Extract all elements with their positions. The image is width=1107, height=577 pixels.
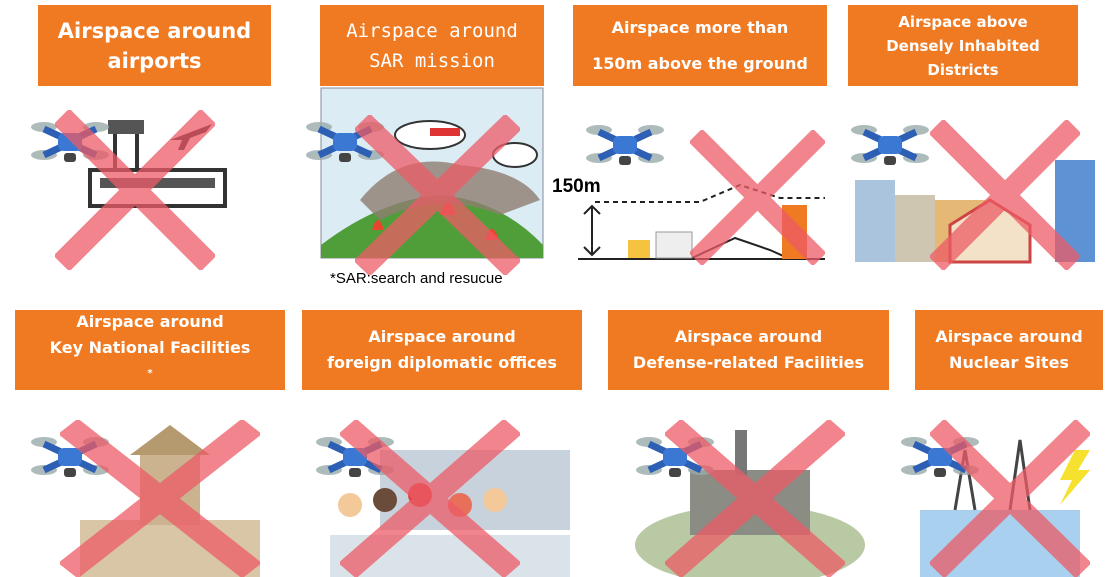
header-line: Airspace above xyxy=(898,10,1027,34)
header-line: Airspace around xyxy=(58,16,251,46)
drone xyxy=(586,125,664,165)
header-line: Airspace around xyxy=(76,309,223,335)
header-line: Densely Inhabited xyxy=(886,34,1040,58)
header-line: Airspace around xyxy=(346,16,518,46)
note-mark: * xyxy=(147,368,152,379)
illustrations xyxy=(0,0,1107,577)
height-label: 150m xyxy=(552,176,601,198)
drone xyxy=(851,125,929,165)
sar-illustration xyxy=(321,88,543,258)
header-line: Districts xyxy=(927,58,998,82)
header-line: Nuclear Sites xyxy=(949,350,1069,376)
header-line: SAR mission xyxy=(369,46,495,76)
sar-note: *SAR:search and resucue xyxy=(330,270,503,287)
header-line: Airspace around xyxy=(675,324,822,350)
header-line: Defense-related Facilities xyxy=(633,350,864,376)
page: {"panels":[ {"lines":["Airspace around",… xyxy=(0,0,1107,577)
header-line: Airspace around xyxy=(935,324,1082,350)
header-line: Airspace around xyxy=(368,324,515,350)
header-line: airports xyxy=(107,46,201,76)
header-line: Key National Facilities xyxy=(50,335,251,361)
header-line: 150m above the ground xyxy=(592,46,808,82)
header-line: Airspace more than xyxy=(612,10,789,46)
header-line: foreign diplomatic offices xyxy=(327,350,557,376)
